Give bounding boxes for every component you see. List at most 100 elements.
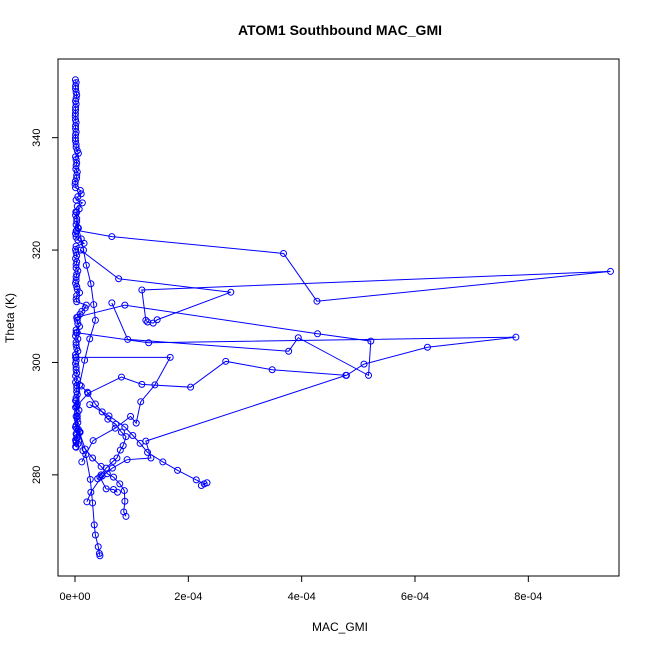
data-point <box>72 295 80 303</box>
data-point <box>108 233 116 241</box>
data-point <box>82 451 90 459</box>
data-point <box>367 337 375 345</box>
data-point <box>105 412 113 420</box>
series-layer <box>71 76 614 560</box>
data-point <box>127 412 135 420</box>
data-point <box>151 381 159 389</box>
data-point <box>72 329 80 337</box>
data-point <box>117 428 125 436</box>
data-point <box>77 382 85 390</box>
data-point <box>144 448 152 456</box>
data-point <box>159 458 167 466</box>
data-point <box>91 531 99 539</box>
y-axis-label: Theta (K) <box>3 293 17 343</box>
y-tick-label: 340 <box>31 128 43 146</box>
data-point <box>80 246 87 254</box>
data-point <box>109 457 117 465</box>
data-point <box>136 439 144 447</box>
series-11 <box>72 430 81 451</box>
data-point <box>72 208 80 216</box>
data-point <box>74 236 82 244</box>
data-point <box>113 454 121 462</box>
data-point <box>110 473 118 481</box>
data-point <box>285 347 293 355</box>
data-point <box>122 433 130 441</box>
data-point <box>76 429 84 437</box>
data-point <box>115 275 123 283</box>
data-point <box>512 333 520 341</box>
data-point <box>192 476 200 484</box>
data-point <box>423 343 431 351</box>
data-point <box>72 143 80 151</box>
data-point <box>74 335 82 343</box>
data-point <box>73 316 81 324</box>
data-point <box>104 415 112 423</box>
data-point <box>89 437 97 445</box>
series-2 <box>73 226 614 327</box>
data-point <box>138 286 146 294</box>
data-point <box>166 353 174 361</box>
data-point <box>82 261 90 269</box>
series-10 <box>72 397 104 560</box>
series-line <box>75 356 172 463</box>
data-point <box>72 279 80 287</box>
data-point <box>120 487 128 495</box>
data-point <box>90 521 98 529</box>
data-point <box>132 419 140 427</box>
data-point <box>102 485 110 493</box>
data-point <box>142 316 150 324</box>
data-point <box>73 226 81 234</box>
series-8 <box>86 401 211 490</box>
series-line <box>76 229 611 324</box>
series-5 <box>72 353 174 466</box>
x-tick-label: 6e-04 <box>401 591 429 603</box>
data-point <box>91 316 99 324</box>
data-point <box>342 371 350 379</box>
data-point <box>71 180 79 188</box>
data-point <box>145 339 153 347</box>
data-point <box>222 357 230 365</box>
data-point <box>268 366 276 374</box>
data-point <box>187 383 195 391</box>
x-tick-label: 0e+00 <box>60 591 91 603</box>
data-point <box>72 439 80 447</box>
chart-title: ATOM1 Southbound MAC_GMI <box>238 22 442 38</box>
data-point <box>74 313 82 321</box>
x-axis-label: MAC_GMI <box>312 620 368 634</box>
data-point <box>129 432 137 440</box>
data-point <box>72 230 80 238</box>
data-point <box>73 174 81 182</box>
data-point <box>607 267 614 275</box>
data-point <box>72 353 80 361</box>
data-point <box>365 371 373 379</box>
data-point <box>74 193 82 201</box>
data-point <box>73 283 81 291</box>
data-point <box>74 267 82 275</box>
data-point <box>73 298 81 306</box>
data-point <box>149 319 157 327</box>
data-point <box>77 246 85 254</box>
data-point <box>116 446 124 454</box>
data-point <box>313 297 321 305</box>
data-point <box>86 401 94 409</box>
data-point <box>76 428 84 436</box>
data-point <box>83 388 91 396</box>
data-point <box>121 497 129 505</box>
x-tick-label: 2e-04 <box>174 591 202 603</box>
y-tick-label: 300 <box>31 353 43 371</box>
series-line <box>75 332 516 408</box>
data-point <box>197 482 205 490</box>
data-point <box>87 280 95 288</box>
data-point <box>174 466 182 474</box>
data-point <box>122 512 130 520</box>
data-point <box>137 398 145 406</box>
x-tick-label: 8e-04 <box>514 591 542 603</box>
data-point <box>96 473 104 481</box>
data-point <box>89 454 97 462</box>
data-point <box>78 199 86 207</box>
data-point <box>72 436 80 444</box>
data-point <box>360 360 368 368</box>
data-point <box>76 187 84 194</box>
data-point <box>121 423 129 431</box>
